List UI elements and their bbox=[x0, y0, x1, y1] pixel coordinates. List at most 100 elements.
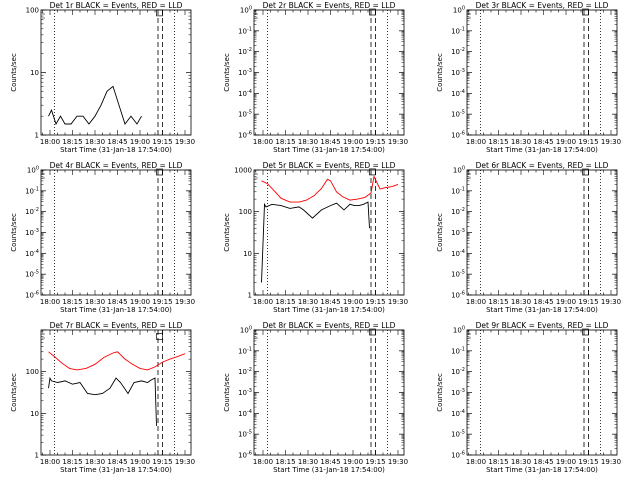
x-tick-label: 18:15 bbox=[488, 138, 508, 146]
x-tick-label: 19:30 bbox=[175, 298, 195, 306]
y-tick-label: 100 bbox=[239, 208, 252, 216]
x-tick-label: 19:00 bbox=[130, 458, 150, 466]
x-axis-label: Start Time (31-Jan-18 17:54:00) bbox=[273, 306, 385, 314]
x-axis-label: Start Time (31-Jan-18 17:54:00) bbox=[60, 306, 172, 314]
x-axis-label: Start Time (31-Jan-18 17:54:00) bbox=[486, 466, 598, 474]
y-tick-label: 10 bbox=[30, 410, 39, 418]
y-tick-label: 1 bbox=[248, 292, 252, 300]
series-events-line bbox=[48, 376, 157, 426]
plot-frame bbox=[466, 169, 618, 296]
x-axis-label: Start Time (31-Jan-18 17:54:00) bbox=[273, 146, 385, 154]
x-tick-label: 18:00 bbox=[253, 298, 273, 306]
panel-det-9r: Det 9r BLACK = Events, RED = LLD 100 10-1 1… bbox=[436, 321, 621, 474]
x-tick-label: 19:00 bbox=[343, 298, 363, 306]
y-axis-label: Counts/sec bbox=[436, 213, 444, 252]
x-tick-label: 19:30 bbox=[601, 138, 621, 146]
time-marker-box bbox=[156, 333, 163, 340]
time-marker-box bbox=[369, 328, 376, 336]
x-tick-label: 19:30 bbox=[601, 458, 621, 466]
y-axis-label: Counts/sec bbox=[223, 373, 231, 412]
x-tick-label: 19:15 bbox=[152, 458, 172, 466]
x-tick-label: 19:30 bbox=[388, 298, 408, 306]
y-tick-label: 10-1 bbox=[238, 346, 252, 355]
x-tick-label: 19:15 bbox=[365, 138, 385, 146]
start-bracket bbox=[468, 13, 471, 19]
panel-title: Det 6r BLACK = Events, RED = LLD bbox=[476, 161, 609, 170]
y-tick-label: 10-3 bbox=[451, 388, 465, 397]
x-tick-label: 18:45 bbox=[320, 298, 340, 306]
y-tick-label: 100 bbox=[26, 7, 39, 15]
y-tick-label: 1000 bbox=[234, 167, 252, 175]
x-tick-label: 19:00 bbox=[130, 138, 150, 146]
panel-title: Det 2r BLACK = Events, RED = LLD bbox=[263, 1, 396, 10]
x-tick-label: 18:15 bbox=[275, 138, 295, 146]
plot-frame bbox=[253, 9, 405, 136]
y-tick-label: 100 bbox=[453, 166, 465, 175]
series-events-line bbox=[261, 201, 370, 283]
x-tick-label: 19:15 bbox=[578, 298, 598, 306]
start-bracket bbox=[42, 333, 45, 339]
y-tick-label: 10-1 bbox=[238, 26, 252, 35]
y-tick-label: 100 bbox=[240, 6, 252, 15]
y-axis-label: Counts/sec bbox=[10, 213, 18, 252]
start-bracket bbox=[255, 173, 258, 179]
x-tick-label: 19:15 bbox=[578, 138, 598, 146]
x-tick-label: 18:00 bbox=[466, 138, 486, 146]
time-marker-box bbox=[156, 9, 163, 17]
plot-frame bbox=[40, 169, 192, 296]
x-tick-label: 18:15 bbox=[62, 138, 82, 146]
y-tick-label: 10-2 bbox=[451, 47, 465, 56]
x-tick-label: 18:00 bbox=[40, 298, 60, 306]
panel-det-8r: Det 8r BLACK = Events, RED = LLD 100 10-1 1… bbox=[223, 321, 408, 474]
x-tick-label: 19:30 bbox=[175, 138, 195, 146]
x-tick-label: 18:45 bbox=[533, 138, 553, 146]
x-tick-label: 18:15 bbox=[488, 298, 508, 306]
y-tick-label: 10-5 bbox=[451, 270, 465, 279]
x-tick-label: 18:45 bbox=[107, 298, 127, 306]
x-tick-label: 18:00 bbox=[253, 458, 273, 466]
y-axis-label: Counts/sec bbox=[223, 53, 231, 92]
x-tick-label: 18:15 bbox=[275, 298, 295, 306]
x-tick-label: 18:15 bbox=[275, 458, 295, 466]
y-tick-label: 10-5 bbox=[451, 430, 465, 439]
x-tick-label: 18:30 bbox=[85, 458, 105, 466]
y-axis-label: Counts/sec bbox=[436, 373, 444, 412]
y-tick-label: 10-4 bbox=[25, 249, 39, 258]
y-tick-label: 10-6 bbox=[25, 291, 39, 300]
y-tick-label: 10-1 bbox=[25, 186, 39, 195]
x-tick-label: 18:15 bbox=[62, 458, 82, 466]
y-tick-label: 100 bbox=[453, 6, 465, 15]
panel-title: Det 7r BLACK = Events, RED = LLD bbox=[50, 321, 183, 330]
panel-det-7r: Det 7r BLACK = Events, RED = LLD 1 10 100 18… bbox=[10, 321, 195, 474]
start-bracket bbox=[468, 173, 471, 179]
panel-det-3r: Det 3r BLACK = Events, RED = LLD 100 10-1 1… bbox=[436, 1, 621, 154]
y-tick-label: 100 bbox=[240, 326, 252, 335]
x-tick-label: 18:30 bbox=[511, 298, 531, 306]
y-tick-label: 10-2 bbox=[238, 47, 252, 56]
y-tick-label: 10-6 bbox=[238, 131, 252, 140]
x-tick-label: 18:00 bbox=[466, 458, 486, 466]
panel-det-2r: Det 2r BLACK = Events, RED = LLD 100 10-1 1… bbox=[223, 1, 408, 154]
x-axis-label: Start Time (31-Jan-18 17:54:00) bbox=[486, 306, 598, 314]
y-axis-label: Counts/sec bbox=[10, 373, 18, 412]
panel-det-5r: Det 5r BLACK = Events, RED = LLD 1 10 100 10… bbox=[223, 161, 408, 314]
panel-title: Det 9r BLACK = Events, RED = LLD bbox=[476, 321, 609, 330]
x-tick-label: 19:15 bbox=[152, 138, 172, 146]
x-tick-label: 18:30 bbox=[511, 458, 531, 466]
x-tick-label: 18:15 bbox=[488, 458, 508, 466]
time-marker-box bbox=[369, 8, 376, 16]
time-marker-box bbox=[156, 168, 163, 176]
y-tick-label: 10-4 bbox=[238, 89, 252, 98]
y-tick-label: 1 bbox=[35, 452, 39, 460]
x-tick-label: 19:00 bbox=[343, 138, 363, 146]
x-tick-label: 19:00 bbox=[130, 298, 150, 306]
y-axis-label: Counts/sec bbox=[10, 53, 18, 92]
y-tick-label: 10-6 bbox=[238, 451, 252, 460]
start-bracket bbox=[255, 333, 258, 339]
y-tick-label: 10 bbox=[30, 69, 39, 77]
panel-det-1r: Det 1r BLACK = Events, RED = LLD 1 10 100 18… bbox=[10, 1, 195, 154]
x-axis-label: Start Time (31-Jan-18 17:54:00) bbox=[60, 146, 172, 154]
y-axis-label: Counts/sec bbox=[223, 213, 231, 252]
x-tick-label: 19:30 bbox=[601, 298, 621, 306]
